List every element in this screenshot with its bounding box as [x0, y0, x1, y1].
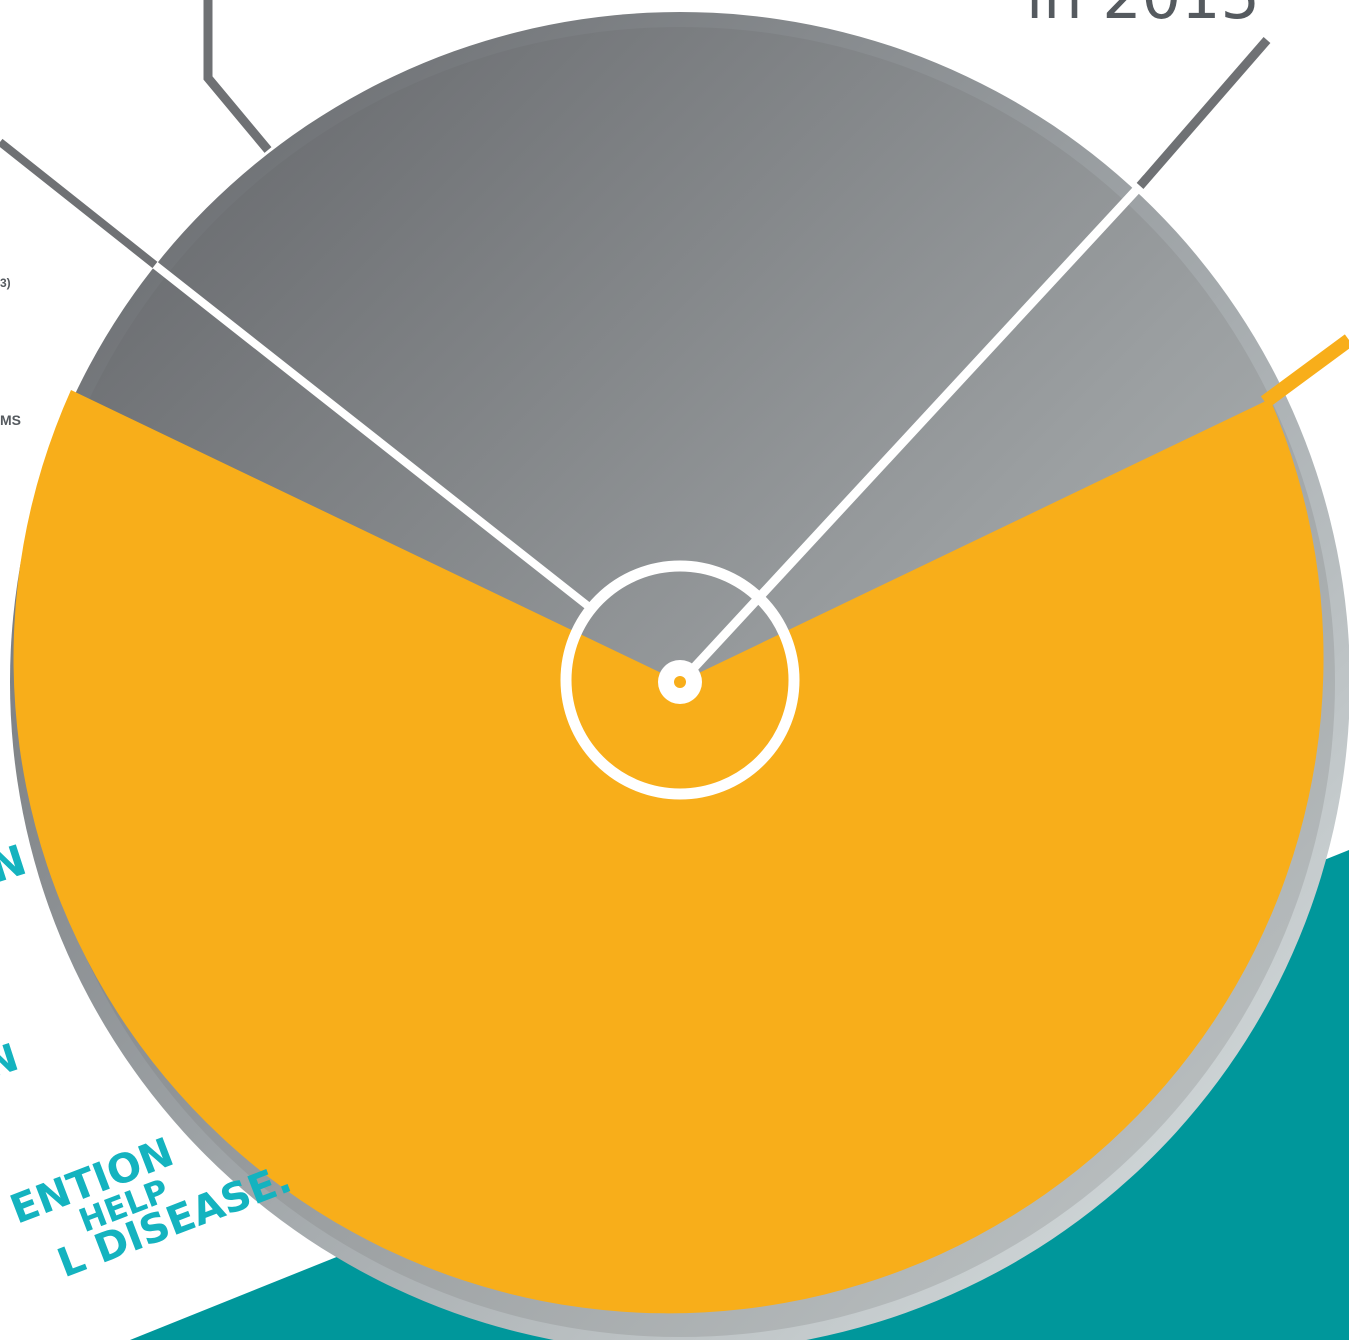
pie-slice-orange: [13, 390, 1324, 1314]
target-hub-icon: [560, 560, 800, 800]
pointer-line-left: [152, 261, 591, 610]
leader-line-top-left: [203, 0, 272, 153]
left-fragment-teal-1: N: [0, 835, 32, 892]
pointer-line-right: [686, 182, 1144, 676]
left-fragment-small-2: MS: [0, 412, 21, 428]
leader-line-left: [0, 138, 158, 269]
left-fragment-teal-2: N: [0, 1035, 24, 1087]
leader-line-orange: [1260, 334, 1349, 408]
year-label: in 2015: [1026, 0, 1260, 33]
left-fragment-small-1: 3): [0, 276, 11, 290]
leader-line-right: [1136, 37, 1271, 189]
